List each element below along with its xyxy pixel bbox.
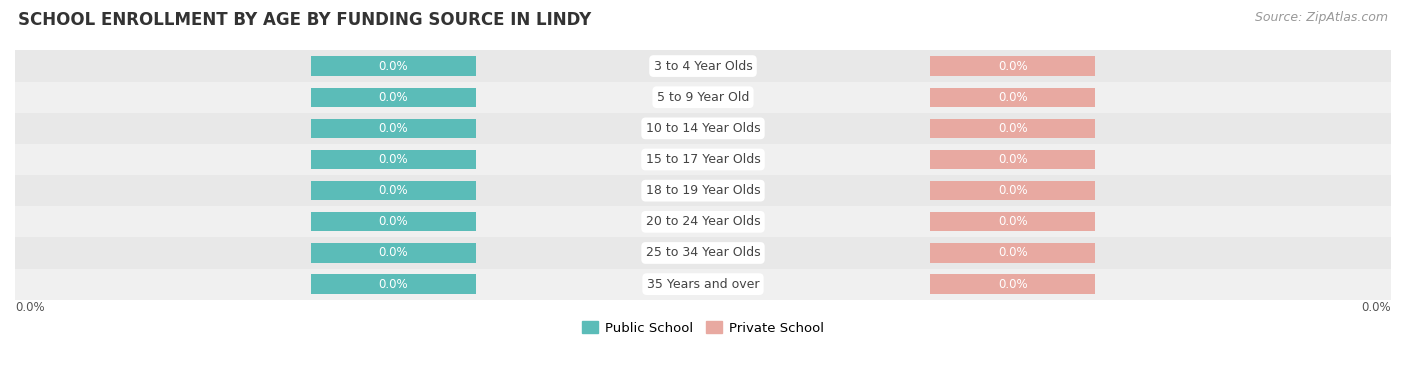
Bar xyxy=(15,268,1391,300)
Text: 35 Years and over: 35 Years and over xyxy=(647,277,759,291)
Text: 0.0%: 0.0% xyxy=(998,215,1028,228)
Bar xyxy=(311,243,477,263)
Text: 20 to 24 Year Olds: 20 to 24 Year Olds xyxy=(645,215,761,228)
Bar xyxy=(15,175,1391,206)
Bar xyxy=(311,212,477,231)
Bar xyxy=(311,150,477,169)
Text: 0.0%: 0.0% xyxy=(378,277,408,291)
Text: 0.0%: 0.0% xyxy=(378,60,408,72)
Text: Source: ZipAtlas.com: Source: ZipAtlas.com xyxy=(1254,11,1388,24)
Text: SCHOOL ENROLLMENT BY AGE BY FUNDING SOURCE IN LINDY: SCHOOL ENROLLMENT BY AGE BY FUNDING SOUR… xyxy=(18,11,592,29)
Bar xyxy=(15,206,1391,238)
Bar xyxy=(311,181,477,200)
Text: 0.0%: 0.0% xyxy=(998,153,1028,166)
Bar xyxy=(311,87,477,107)
Bar xyxy=(15,82,1391,113)
Text: 0.0%: 0.0% xyxy=(378,91,408,104)
Bar xyxy=(929,150,1095,169)
Bar xyxy=(929,181,1095,200)
Text: 0.0%: 0.0% xyxy=(378,184,408,197)
Bar xyxy=(311,119,477,138)
Text: 3 to 4 Year Olds: 3 to 4 Year Olds xyxy=(654,60,752,72)
Bar xyxy=(15,51,1391,82)
Bar xyxy=(15,113,1391,144)
Bar xyxy=(15,238,1391,268)
Bar xyxy=(929,87,1095,107)
Bar xyxy=(929,274,1095,294)
Legend: Public School, Private School: Public School, Private School xyxy=(576,316,830,340)
Text: 0.0%: 0.0% xyxy=(998,122,1028,135)
Text: 25 to 34 Year Olds: 25 to 34 Year Olds xyxy=(645,247,761,259)
Text: 0.0%: 0.0% xyxy=(378,215,408,228)
Text: 0.0%: 0.0% xyxy=(998,277,1028,291)
Text: 0.0%: 0.0% xyxy=(998,184,1028,197)
Text: 0.0%: 0.0% xyxy=(378,247,408,259)
Text: 15 to 17 Year Olds: 15 to 17 Year Olds xyxy=(645,153,761,166)
Text: 0.0%: 0.0% xyxy=(378,122,408,135)
Bar xyxy=(929,212,1095,231)
Text: 0.0%: 0.0% xyxy=(1361,301,1391,314)
Text: 0.0%: 0.0% xyxy=(998,60,1028,72)
Text: 0.0%: 0.0% xyxy=(15,301,45,314)
Bar xyxy=(929,243,1095,263)
Bar xyxy=(311,274,477,294)
Bar xyxy=(15,144,1391,175)
Bar xyxy=(929,119,1095,138)
Text: 0.0%: 0.0% xyxy=(378,153,408,166)
Text: 0.0%: 0.0% xyxy=(998,247,1028,259)
Text: 0.0%: 0.0% xyxy=(998,91,1028,104)
Bar xyxy=(311,57,477,76)
Text: 5 to 9 Year Old: 5 to 9 Year Old xyxy=(657,91,749,104)
Text: 10 to 14 Year Olds: 10 to 14 Year Olds xyxy=(645,122,761,135)
Text: 18 to 19 Year Olds: 18 to 19 Year Olds xyxy=(645,184,761,197)
Bar xyxy=(929,57,1095,76)
